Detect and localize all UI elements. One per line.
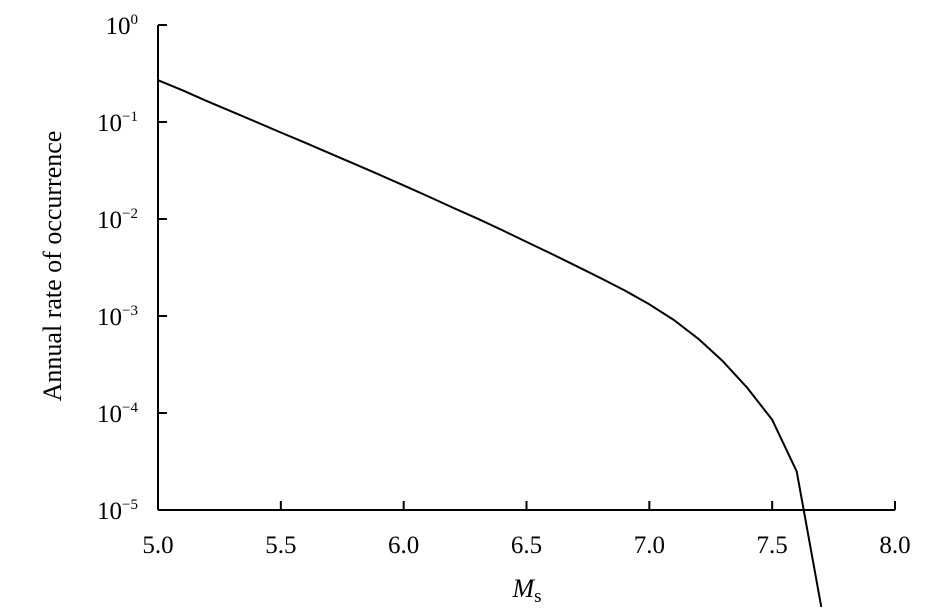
y-tick-label-base: 10 bbox=[97, 304, 122, 331]
x-tick-label: 8.0 bbox=[879, 532, 910, 559]
x-tick-label: 7.0 bbox=[634, 532, 665, 559]
y-tick-label-base: 10 bbox=[97, 207, 122, 234]
y-tick-label-exponent: −5 bbox=[122, 497, 138, 513]
y-tick-label: 10−5 bbox=[97, 497, 138, 525]
x-axis-title-subscript: s bbox=[534, 586, 541, 607]
x-axis-title-main: M bbox=[511, 574, 535, 603]
y-tick-label: 10−4 bbox=[97, 400, 138, 428]
x-tick-label: 5.0 bbox=[142, 532, 173, 559]
x-tick-label: 5.5 bbox=[265, 532, 296, 559]
y-tick-label-exponent: −4 bbox=[122, 400, 138, 416]
y-tick-label: 10−1 bbox=[97, 109, 138, 137]
axes bbox=[157, 25, 895, 511]
y-tick-label-exponent: −2 bbox=[122, 206, 138, 222]
x-tick-label: 6.0 bbox=[388, 532, 419, 559]
y-tick-label-exponent: −1 bbox=[122, 109, 138, 125]
y-tick-label-exponent: −3 bbox=[122, 303, 138, 319]
y-tick-label-base: 10 bbox=[97, 110, 122, 137]
y-tick-label: 10−2 bbox=[97, 206, 138, 234]
x-axis-title: Ms bbox=[511, 574, 541, 607]
y-tick-label: 10−3 bbox=[97, 303, 138, 331]
series-layer bbox=[157, 79, 823, 608]
y-tick-label: 100 bbox=[106, 12, 139, 40]
series-line bbox=[157, 79, 823, 608]
x-tick-label: 7.5 bbox=[757, 532, 788, 559]
x-tick-label: 6.5 bbox=[511, 532, 542, 559]
y-tick-label-exponent: 0 bbox=[131, 12, 139, 28]
y-tick-label-base: 10 bbox=[106, 13, 131, 40]
y-tick-label-base: 10 bbox=[97, 498, 122, 525]
ticks: 5.0 5.5 6.0 6.5 7.0 7.5 8.010010−110−210−310−4… bbox=[97, 12, 911, 559]
y-axis-title: Annual rate of occurrence bbox=[38, 131, 67, 402]
y-tick-label-base: 10 bbox=[97, 401, 122, 428]
